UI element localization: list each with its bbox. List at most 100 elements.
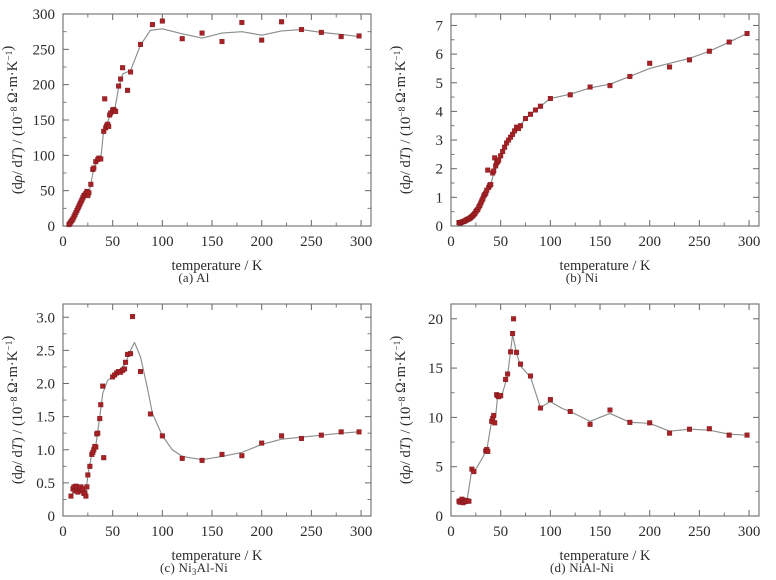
panel-c-ytick-2.0: 2.0 [36,377,55,393]
panel-d-ytick-10: 10 [428,410,443,426]
data-point [492,420,498,426]
panel-d-ytick-20: 20 [428,312,443,328]
panel-c-axes: 0 50 100 150 200 250 300 0 0.5 1.0 1.5 2.0 2.5 3.0 tem… [0,303,373,564]
panel-c-xtick-250: 250 [300,524,323,540]
data-point [239,453,245,459]
panel-d-caption: (d) NiAl-Ni [550,560,614,575]
panel-c-xlabel: temperature / K [172,548,264,564]
data-point [98,402,104,408]
data-point [179,36,185,42]
data-point [726,39,732,45]
panel-a-ytick-100: 100 [33,148,56,164]
panel-b-ytick-3: 3 [436,133,444,149]
panel-b: 0 50 100 150 200 250 300 0 1 2 3 4 5 6 7 temperature / … [388,0,776,290]
data-point [726,432,732,438]
panel-b-xtick-250: 250 [688,234,711,250]
data-point [130,314,136,320]
panel-a-xtick-150: 150 [201,234,224,250]
data-point [511,316,517,322]
data-point [466,498,472,504]
panel-c-ytick-0.5: 0.5 [36,476,55,492]
data-point [259,440,265,446]
data-point [547,397,553,403]
panel-a-data-markers [66,18,362,228]
panel-a-ytick-300: 300 [33,7,56,23]
data-point [298,27,304,33]
data-point [128,351,134,357]
data-point [101,455,107,461]
data-point [706,48,712,54]
data-point [686,426,692,432]
data-point [498,393,504,399]
panel-a-ytick-50: 50 [40,184,55,200]
data-point [219,451,225,457]
panel-c-caption-subscript: 3 [191,567,197,577]
data-point [219,39,225,45]
data-point [744,432,750,438]
panel-b-ytick-0: 0 [436,219,444,235]
data-point [91,165,97,171]
data-point [123,359,129,365]
data-point [587,421,593,427]
data-point [149,22,155,28]
data-point [518,361,524,367]
panel-d-ytick-5: 5 [436,460,444,476]
data-point [147,411,153,417]
data-point [279,433,285,439]
panel-d-xtick-150: 150 [589,524,612,540]
data-point [498,153,504,159]
data-point [338,429,344,435]
data-point [607,83,613,89]
data-point [122,366,128,372]
panel-a-ytick-0: 0 [48,219,56,235]
panel-a-ylabel: (dρ/ dT) / (10−8 Ω·m·K−1) [0,46,26,195]
data-point [106,123,112,129]
panel-b-xtick-0: 0 [447,234,455,250]
panel-c-xtick-300: 300 [350,524,373,540]
panel-b-axes: 0 50 100 150 200 250 300 0 1 2 3 4 5 6 7 temperature / … [388,13,761,274]
data-point [505,371,511,377]
data-point [84,484,90,490]
panel-a-xtick-0: 0 [59,234,67,250]
data-point [647,60,653,66]
data-point [100,383,106,389]
panel-a-xlabel: temperature / K [172,258,264,274]
data-point [125,87,131,93]
data-point [514,349,520,355]
panel-d-xtick-250: 250 [688,524,711,540]
panel-c: 0 50 100 150 200 250 300 0 0.5 1.0 1.5 2.0 2.5 3.0 tem… [0,290,388,580]
panel-c-ytick-1.5: 1.5 [36,410,55,426]
data-point [159,433,165,439]
panel-b-xtick-200: 200 [638,234,661,250]
panel-b-ytick-1: 1 [436,190,444,206]
panel-c-caption-suffix: Al-Ni [196,560,228,575]
data-point [137,41,143,47]
data-point [159,18,165,24]
panel-c-xtick-200: 200 [250,524,273,540]
panel-b-ylabel: (dρ/ dT) / (10−8 Ω·m·K−1) [388,46,414,195]
panel-a: 0 50 100 150 200 250 300 0 50 100 150 200 250 300 temp… [0,0,388,290]
data-point [356,33,362,39]
panel-b-xtick-300: 300 [738,234,761,250]
panel-c-caption-prefix: (c) Ni [160,560,192,575]
data-point [744,30,750,36]
data-point [510,331,516,337]
data-point [500,149,506,155]
data-point [83,493,89,499]
panel-c-xtick-150: 150 [201,524,224,540]
data-point [527,373,533,379]
data-point [706,426,712,432]
data-point [239,19,245,25]
data-point [607,407,613,413]
data-point [118,76,124,82]
panel-b-xlabel: temperature / K [560,258,652,274]
panel-c-ylabel: (dρ/ dT) / (10−8 Ω·m·K−1) [0,336,26,485]
data-point [488,181,494,187]
panel-b-data-markers [456,30,750,226]
panel-c-plot: 0 50 100 150 200 250 300 0 0.5 1.0 1.5 2.0 2.5 3.0 tem… [0,303,373,564]
panel-d-fit-line [458,333,748,502]
data-point [537,405,543,411]
data-point [318,29,324,35]
data-point [567,408,573,414]
